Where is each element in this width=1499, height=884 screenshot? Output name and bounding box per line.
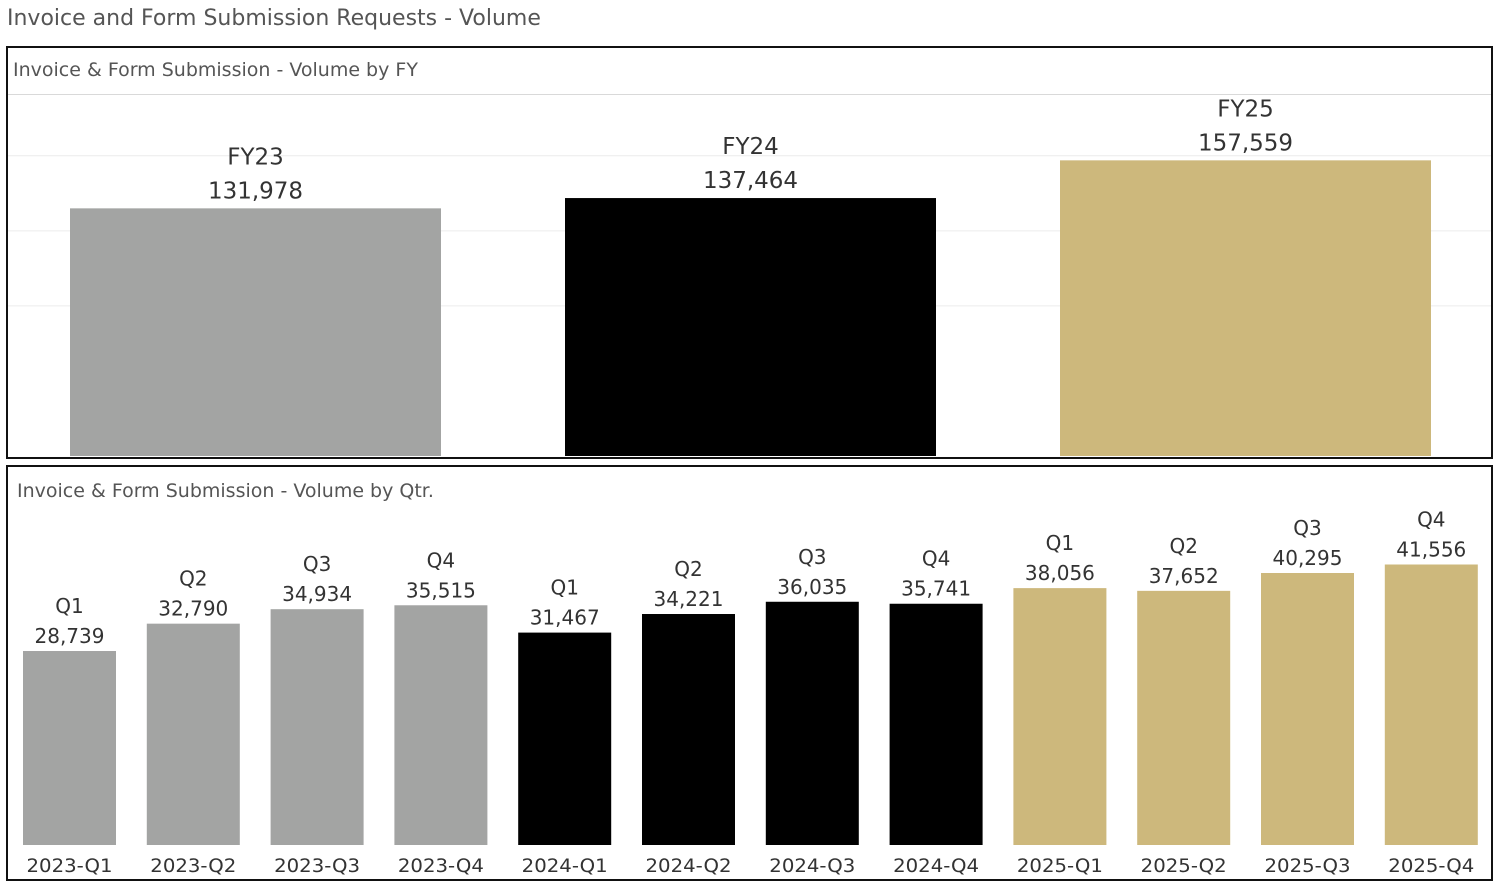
- qtr-bar: [1384, 564, 1478, 845]
- fy-value-label: 157,559: [1198, 130, 1293, 156]
- qtr-axis-tick-label: 2024-Q1: [522, 855, 608, 877]
- qtr-bar: [146, 623, 240, 845]
- qtr-chart-title: Invoice & Form Submission - Volume by Qt…: [17, 480, 434, 502]
- qtr-bar: [270, 609, 364, 845]
- qtr-axis-tick-label: 2025-Q3: [1265, 855, 1351, 877]
- qtr-value-label: 35,515: [406, 578, 476, 602]
- qtr-bar: [518, 632, 612, 845]
- qtr-axis-tick-label: 2023-Q2: [150, 855, 236, 877]
- qtr-quarter-label: Q3: [798, 545, 826, 569]
- qtr-axis-tick-label: 2024-Q3: [769, 855, 855, 877]
- qtr-bar: [1261, 573, 1354, 845]
- qtr-bar: [765, 601, 859, 845]
- qtr-bar: [23, 651, 116, 845]
- fy-chart-title: Invoice & Form Submission - Volume by FY: [13, 59, 418, 81]
- fy-value-label: 131,978: [208, 178, 303, 204]
- fy-bar-chart: FY23 131,978 FY24 137,464 FY25 157,559: [8, 96, 1491, 457]
- qtr-value-label: 38,056: [1025, 561, 1095, 585]
- qtr-quarter-label: Q2: [1169, 534, 1197, 558]
- qtr-value-label: 32,790: [158, 597, 228, 621]
- qtr-quarter-label: Q3: [303, 552, 331, 576]
- qtr-quarter-label: Q2: [179, 567, 207, 591]
- qtr-value-label: 41,556: [1396, 537, 1466, 561]
- qtr-axis-tick-label: 2025-Q2: [1141, 855, 1227, 877]
- qtr-axis-tick-label: 2024-Q2: [646, 855, 732, 877]
- fy-volume-panel: Invoice & Form Submission - Volume by FY…: [6, 46, 1493, 459]
- qtr-value-label: 40,295: [1273, 546, 1343, 570]
- qtr-value-label: 37,652: [1149, 564, 1219, 588]
- qtr-axis-tick-label: 2024-Q4: [893, 855, 979, 877]
- fy-bar: [1060, 160, 1431, 457]
- fy-category-label: FY25: [1217, 96, 1274, 122]
- qtr-quarter-label: Q1: [1046, 531, 1074, 555]
- qtr-volume-panel: Invoice & Form Submission - Volume by Qt…: [6, 465, 1493, 881]
- qtr-value-label: 36,035: [777, 575, 847, 599]
- qtr-quarter-label: Q4: [922, 547, 950, 571]
- fy-category-label: FY24: [722, 134, 779, 160]
- qtr-value-label: 34,934: [282, 582, 352, 606]
- qtr-value-label: 34,221: [654, 587, 724, 611]
- fy-value-label: 137,464: [703, 168, 798, 194]
- qtr-bar: [889, 603, 983, 845]
- qtr-axis-tick-label: 2025-Q4: [1388, 855, 1474, 877]
- qtr-axis-tick-label: 2023-Q4: [398, 855, 484, 877]
- qtr-quarter-label: Q4: [427, 548, 455, 572]
- qtr-bar-chart: Q1 28,739 2023-Q1 Q2 32,790 2023-Q2 Q3 34,934 20…: [23, 507, 1478, 877]
- qtr-quarter-label: Q2: [674, 557, 702, 581]
- qtr-bar: [1137, 590, 1231, 845]
- qtr-bar: [642, 614, 735, 845]
- fy-title-divider: [8, 94, 1491, 95]
- fy-bar: [565, 198, 936, 456]
- qtr-value-label: 35,741: [901, 577, 971, 601]
- fy-bar: [70, 208, 441, 456]
- qtr-quarter-label: Q3: [1293, 516, 1321, 540]
- qtr-value-label: 28,739: [35, 624, 105, 648]
- fy-category-label: FY23: [227, 144, 284, 170]
- qtr-axis-tick-label: 2023-Q1: [27, 855, 113, 877]
- qtr-axis-tick-label: 2025-Q1: [1017, 855, 1103, 877]
- qtr-axis-tick-label: 2023-Q3: [274, 855, 360, 877]
- qtr-quarter-label: Q4: [1417, 507, 1445, 531]
- dashboard-title: Invoice and Form Submission Requests - V…: [7, 6, 541, 31]
- qtr-quarter-label: Q1: [55, 594, 83, 618]
- qtr-quarter-label: Q1: [550, 576, 578, 600]
- qtr-value-label: 31,467: [530, 606, 600, 630]
- qtr-bar: [1013, 588, 1107, 845]
- qtr-bar: [394, 605, 488, 845]
